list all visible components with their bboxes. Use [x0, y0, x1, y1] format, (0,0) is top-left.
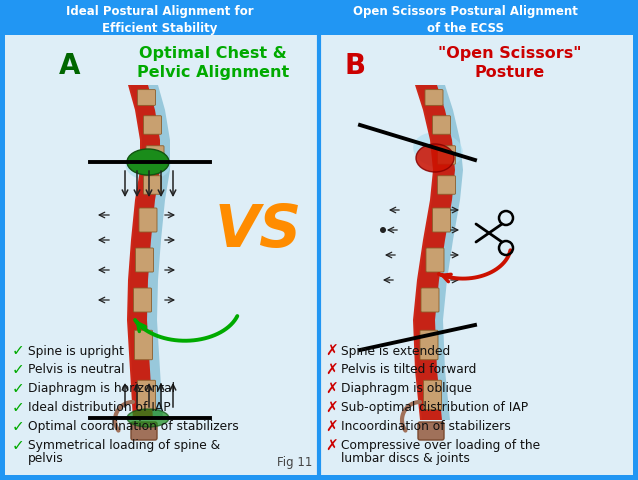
Text: Fig 11: Fig 11 — [278, 455, 313, 468]
FancyBboxPatch shape — [135, 331, 152, 360]
FancyBboxPatch shape — [420, 331, 438, 360]
Bar — [5, 5, 633, 35]
Text: Spine is upright: Spine is upright — [28, 344, 124, 357]
Text: Pelvis is neutral: Pelvis is neutral — [28, 363, 124, 376]
FancyBboxPatch shape — [424, 381, 441, 410]
Text: ✓: ✓ — [12, 381, 25, 396]
FancyBboxPatch shape — [425, 90, 443, 106]
Text: "Open Scissors"
Posture: "Open Scissors" Posture — [438, 46, 582, 80]
Text: ✗: ✗ — [325, 362, 338, 377]
FancyBboxPatch shape — [433, 117, 450, 135]
Text: Diaphragm is horizontal: Diaphragm is horizontal — [28, 382, 175, 395]
Text: ✗: ✗ — [325, 438, 338, 453]
Polygon shape — [413, 86, 455, 420]
FancyBboxPatch shape — [144, 117, 161, 135]
Ellipse shape — [413, 133, 463, 168]
FancyBboxPatch shape — [418, 422, 444, 440]
FancyBboxPatch shape — [138, 381, 156, 410]
Polygon shape — [415, 86, 463, 420]
FancyBboxPatch shape — [139, 209, 157, 232]
Text: lumbar discs & joints: lumbar discs & joints — [341, 451, 470, 464]
Circle shape — [380, 228, 386, 233]
Polygon shape — [129, 86, 170, 420]
Text: Spine is extended: Spine is extended — [341, 344, 450, 357]
FancyBboxPatch shape — [438, 176, 456, 195]
Text: B: B — [345, 52, 366, 80]
FancyBboxPatch shape — [144, 176, 161, 195]
Text: VS: VS — [214, 202, 302, 259]
Text: Symmetrical loading of spine &: Symmetrical loading of spine & — [28, 439, 220, 452]
Text: A: A — [59, 52, 81, 80]
Text: ✗: ✗ — [325, 419, 338, 433]
Text: Open Scissors Postural Alignment
of the ECSS: Open Scissors Postural Alignment of the … — [353, 5, 577, 35]
Polygon shape — [127, 86, 160, 420]
FancyBboxPatch shape — [433, 209, 450, 232]
Text: Incoordination of stabilizers: Incoordination of stabilizers — [341, 420, 511, 432]
Text: ✓: ✓ — [12, 438, 25, 453]
FancyBboxPatch shape — [133, 288, 151, 312]
FancyBboxPatch shape — [426, 249, 444, 273]
Text: ✗: ✗ — [325, 400, 338, 415]
FancyBboxPatch shape — [146, 146, 164, 165]
Text: Sub-optimal distribution of IAP: Sub-optimal distribution of IAP — [341, 401, 528, 414]
Ellipse shape — [416, 144, 454, 173]
Text: Ideal distribution of IAP: Ideal distribution of IAP — [28, 401, 170, 414]
Text: Compressive over loading of the: Compressive over loading of the — [341, 439, 540, 452]
Ellipse shape — [127, 150, 169, 176]
Text: pelvis: pelvis — [28, 451, 64, 464]
Text: ✓: ✓ — [12, 362, 25, 377]
Text: Ideal Postural Alignment for
Efficient Stability: Ideal Postural Alignment for Efficient S… — [66, 5, 254, 35]
Ellipse shape — [126, 151, 170, 180]
FancyBboxPatch shape — [135, 249, 154, 273]
FancyBboxPatch shape — [138, 90, 156, 106]
Text: ✓: ✓ — [12, 343, 25, 358]
Text: ✗: ✗ — [325, 381, 338, 396]
Text: Optimal Chest &
Pelvic Alignment: Optimal Chest & Pelvic Alignment — [137, 46, 289, 80]
Text: ✓: ✓ — [12, 419, 25, 433]
Text: Diaphragm is oblique: Diaphragm is oblique — [341, 382, 472, 395]
Ellipse shape — [127, 409, 169, 427]
Text: ✗: ✗ — [325, 343, 338, 358]
Text: Pelvis is tilted forward: Pelvis is tilted forward — [341, 363, 477, 376]
FancyBboxPatch shape — [421, 288, 439, 312]
Text: Optimal coordination of stabilizers: Optimal coordination of stabilizers — [28, 420, 239, 432]
Text: ✓: ✓ — [12, 400, 25, 415]
FancyBboxPatch shape — [438, 146, 456, 165]
FancyBboxPatch shape — [131, 422, 157, 440]
